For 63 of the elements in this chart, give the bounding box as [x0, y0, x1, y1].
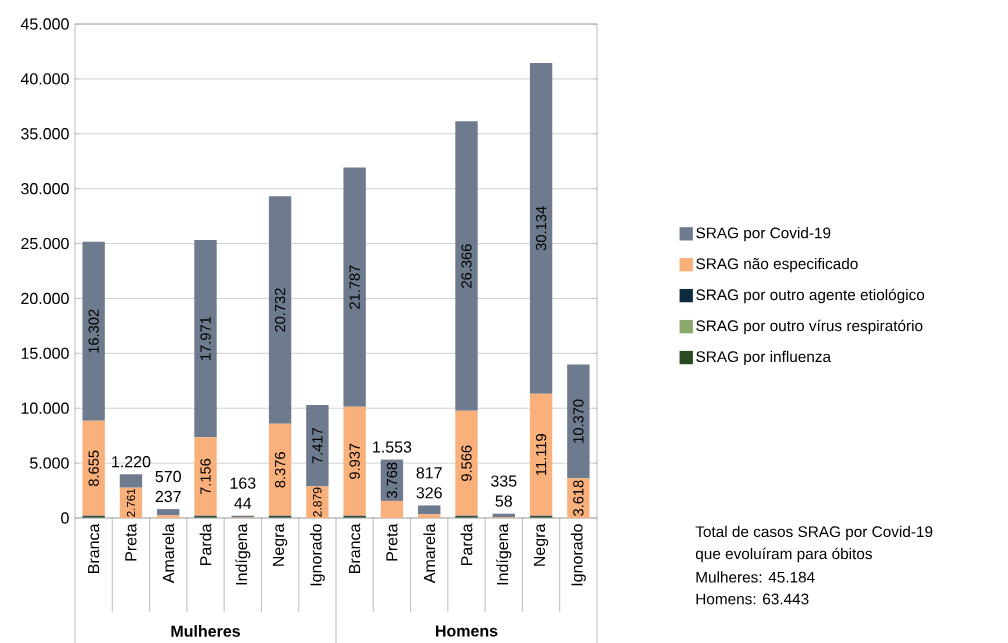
legend-label: SRAG por influenza: [696, 350, 832, 366]
data-label: 30.134: [535, 206, 547, 251]
data-label: 2.761: [126, 488, 136, 517]
text: Homens: 63.443: [696, 593, 809, 605]
x-tick-label: Ignorado: [309, 524, 325, 586]
legend-label: SRAG por Covid-19: [696, 227, 831, 242]
data-label: 817: [416, 467, 442, 479]
x-tick-label: Preta: [125, 523, 137, 561]
x-tick-label: Ignorado: [570, 524, 586, 586]
x-tick-label: Branca: [349, 523, 361, 573]
data-label: 326: [416, 487, 442, 499]
data-label: 20.732: [274, 288, 286, 332]
data-label: 10.370: [573, 399, 584, 443]
x-tick-label: Amarela: [162, 523, 175, 584]
data-label: 26.366: [461, 244, 472, 288]
data-label: 58: [495, 495, 512, 507]
data-label: 9.937: [349, 443, 360, 479]
data-label: 163: [230, 477, 256, 489]
x-tick-label: Amarela: [423, 523, 436, 584]
x-tick-label: Parda: [460, 523, 473, 565]
x-tick-label: Branca: [88, 523, 100, 573]
data-label: 16.302: [88, 309, 99, 353]
data-label: 237: [155, 490, 181, 503]
data-label: 9.566: [461, 445, 472, 481]
y-tick-label: 45.000: [20, 18, 69, 30]
data-label: 44: [234, 497, 252, 509]
legend-label: SRAG por outro vírus respiratório: [696, 319, 923, 335]
data-label: 3.768: [386, 462, 398, 499]
text: Mulheres: 45.184: [696, 571, 815, 583]
data-label: 11.119: [535, 434, 547, 475]
text: Mulheres: [171, 625, 240, 637]
x-tick-label: Parda: [199, 523, 212, 565]
data-label: 1.220: [112, 456, 151, 468]
y-tick-label: 25.000: [21, 237, 69, 250]
text: Homens: [436, 625, 498, 637]
y-tick-label: 5.000: [30, 457, 69, 469]
x-tick-label: Preta: [386, 523, 398, 561]
y-tick-label: 30.000: [21, 183, 69, 195]
x-tick-label: Indígena: [235, 523, 251, 585]
data-label: 1.553: [373, 441, 412, 453]
text: que evoluíram para óbitos: [695, 547, 872, 563]
data-label: 3.618: [573, 480, 584, 516]
y-tick-label: 15.000: [21, 347, 69, 359]
x-tick-label: Negra: [272, 523, 288, 566]
data-label: 7.417: [312, 428, 323, 464]
y-tick-label: 0: [61, 512, 69, 524]
data-label: 8.376: [274, 452, 286, 488]
data-label: 7.156: [200, 458, 211, 495]
x-tick-label: Indígena: [496, 523, 512, 585]
y-tick-label: 40.000: [20, 73, 69, 85]
data-label: 2.879: [313, 487, 322, 517]
data-label: 8.655: [88, 450, 99, 487]
x-tick-label: Negra: [533, 523, 549, 566]
data-label: 21.787: [349, 265, 360, 309]
data-label: 17.971: [200, 316, 211, 360]
data-label: 570: [155, 470, 181, 483]
text: Total de casos SRAG por Covid-19: [695, 525, 933, 541]
y-tick-label: 20.000: [21, 292, 69, 305]
legend-label: SRAG não especificado: [696, 257, 858, 273]
y-tick-label: 10.000: [21, 402, 69, 414]
data-label: 335: [491, 475, 517, 487]
y-tick-label: 35.000: [21, 128, 69, 140]
legend-label: SRAG por outro agente etiológico: [696, 288, 925, 304]
